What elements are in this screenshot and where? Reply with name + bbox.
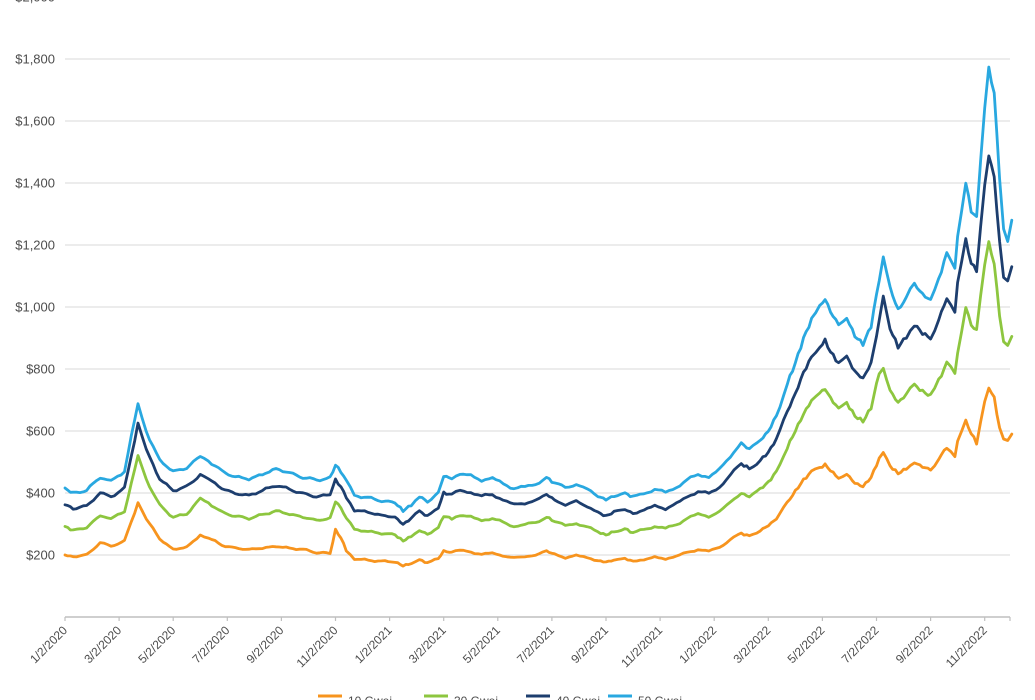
series-line-50-gwei <box>63 65 1014 513</box>
x-axis-tick-label: 5/2/2021 <box>460 623 503 666</box>
y-axis-tick-label: $800 <box>26 362 55 377</box>
y-axis-tick-label: $400 <box>26 486 55 501</box>
x-axis-tick-label: 11/2/2022 <box>943 623 990 670</box>
x-axis-tick-label: 5/2/2020 <box>135 623 178 666</box>
y-axis-tick-label: $1,200 <box>15 238 55 253</box>
y-axis-tick-label: $600 <box>26 424 55 439</box>
y-axis-tick-label: $1,800 <box>15 52 55 67</box>
legend-label-4: 50 Gwei <box>638 694 682 700</box>
series-line-40-gwei <box>63 154 1014 526</box>
x-axis-tick-label: 5/2/2022 <box>785 623 828 666</box>
x-axis-tick-label: 9/2/2022 <box>893 623 936 666</box>
y-axis-tick-label: $1,000 <box>15 300 55 315</box>
legend-label-1: 10 Gwei <box>348 694 392 700</box>
x-axis-tick-label: 1/2/2022 <box>676 623 719 666</box>
y-axis-tick-label: $1,600 <box>15 114 55 129</box>
y-axis-tick-label: $1,400 <box>15 176 55 191</box>
x-axis-tick-label: 7/2/2022 <box>839 623 882 666</box>
x-axis-tick-label: 7/2/2021 <box>514 623 557 666</box>
legend-label-2: 30 Gwei <box>454 694 498 700</box>
x-axis-tick-label: 9/2/2020 <box>244 623 287 666</box>
x-axis-tick-label: 3/2/2022 <box>730 623 773 666</box>
x-axis-tick-label: 3/2/2020 <box>81 623 124 666</box>
x-axis-tick-label: 11/2/2020 <box>294 623 341 670</box>
y-axis-tick-label: $2,000 <box>15 0 55 5</box>
x-axis-tick-label: 1/2/2020 <box>27 623 70 666</box>
legend-label-3: 40 Gwei <box>556 694 600 700</box>
series-line-10-gwei <box>63 386 1014 568</box>
y-axis-tick-label: $200 <box>26 548 55 563</box>
x-axis-tick-label: 11/2/2021 <box>618 623 665 670</box>
x-axis-tick-label: 3/2/2021 <box>406 623 449 666</box>
x-axis-tick-label: 9/2/2021 <box>568 623 611 666</box>
series-line-30-gwei <box>63 240 1014 543</box>
x-axis-tick-label: 1/2/2021 <box>352 623 395 666</box>
x-axis-tick-label: 7/2/2020 <box>189 623 232 666</box>
